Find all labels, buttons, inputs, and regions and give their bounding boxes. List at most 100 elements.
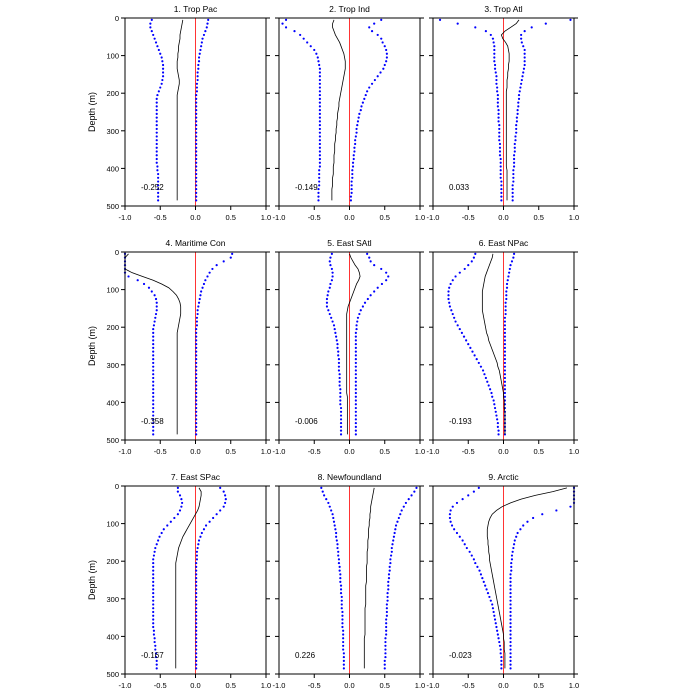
lower-bound-point <box>500 659 503 662</box>
upper-bound-point <box>358 312 361 316</box>
lower-bound-point <box>153 550 156 553</box>
upper-bound-point <box>513 150 516 153</box>
x-tick-label: 0.0 <box>344 213 354 222</box>
upper-bound-point <box>404 501 407 505</box>
lower-bound-point <box>309 45 312 48</box>
upper-bound-point <box>394 528 397 531</box>
x-tick-label: 0.0 <box>190 213 200 222</box>
upper-bound-point <box>195 135 198 138</box>
lower-bound-point <box>329 264 332 267</box>
lower-bound-point <box>455 501 459 505</box>
upper-bound-point <box>206 22 209 25</box>
lower-bound-point <box>500 655 503 659</box>
lower-bound-point <box>152 595 155 599</box>
upper-bound-point <box>503 335 507 338</box>
upper-bound-point <box>389 558 392 561</box>
upper-bound-point <box>541 513 544 516</box>
upper-bound-point <box>516 109 519 112</box>
upper-bound-point <box>195 354 198 357</box>
mean-profile-line <box>346 253 361 435</box>
lower-bound-point <box>341 622 344 625</box>
lower-bound-point <box>491 607 495 610</box>
lower-bound-point <box>498 135 501 138</box>
upper-bound-point <box>204 30 207 33</box>
lower-bound-point <box>152 565 155 568</box>
lower-bound-point <box>498 640 501 644</box>
upper-bound-point <box>195 165 198 168</box>
lower-bound-point <box>337 369 341 372</box>
lower-bound-point <box>488 595 491 599</box>
upper-bound-point <box>385 279 388 282</box>
lower-bound-point <box>156 93 159 97</box>
lower-bound-point <box>341 610 344 614</box>
x-tick-label: -1.0 <box>427 447 440 456</box>
upper-bound-point <box>196 78 199 82</box>
upper-bound-point <box>520 33 523 37</box>
lower-bound-point <box>339 433 343 436</box>
lower-bound-point <box>155 301 158 304</box>
upper-bound-point <box>354 384 357 387</box>
upper-bound-point <box>200 45 203 48</box>
lower-bound-point <box>152 346 155 349</box>
lower-bound-point <box>166 524 169 527</box>
upper-bound-point <box>373 22 376 25</box>
lower-bound-point <box>154 644 157 647</box>
lower-bound-point <box>495 414 498 417</box>
panel-title: 5. East SAtl <box>327 238 372 248</box>
lower-bound-point <box>474 561 477 565</box>
upper-bound-point <box>366 297 369 301</box>
lower-bound-point <box>342 629 345 632</box>
lower-bound-point <box>497 109 500 112</box>
lower-bound-point <box>318 116 321 119</box>
upper-bound-point <box>368 256 371 259</box>
lower-bound-point <box>336 346 339 349</box>
lower-bound-point <box>323 494 326 497</box>
lower-bound-point <box>318 105 321 108</box>
lower-bound-point <box>477 361 480 365</box>
x-tick-label: 0.0 <box>190 447 200 456</box>
upper-bound-point <box>222 490 225 493</box>
upper-bound-point <box>195 350 198 353</box>
upper-bound-point <box>516 531 519 535</box>
lower-bound-point <box>458 327 461 331</box>
lower-bound-point <box>152 610 155 614</box>
lower-bound-point <box>497 116 500 119</box>
lower-bound-point <box>318 75 321 78</box>
upper-bound-point <box>396 520 399 523</box>
upper-bound-point <box>351 169 354 172</box>
upper-bound-point <box>202 528 206 531</box>
x-tick-label: 0.5 <box>226 681 236 690</box>
lower-bound-point <box>496 418 499 421</box>
upper-bound-point <box>369 260 372 263</box>
lower-bound-point <box>127 275 130 278</box>
upper-bound-point <box>384 644 387 647</box>
lower-bound-point <box>448 286 451 289</box>
upper-bound-point <box>503 380 507 383</box>
upper-bound-point <box>532 516 535 520</box>
upper-bound-point <box>195 410 198 413</box>
lower-bound-point <box>152 421 155 425</box>
lower-bound-point <box>448 301 451 304</box>
lower-bound-point <box>342 644 345 647</box>
upper-bound-point <box>195 180 198 183</box>
upper-bound-point <box>512 172 515 176</box>
lower-bound-point <box>481 369 485 372</box>
lower-bound-point <box>458 271 461 274</box>
lower-bound-point <box>155 135 158 138</box>
lower-bound-point <box>152 603 155 606</box>
upper-bound-point <box>195 142 198 146</box>
upper-bound-point <box>224 494 227 497</box>
lower-bound-point <box>152 633 156 636</box>
lower-bound-point <box>318 131 321 134</box>
lower-bound-point <box>342 648 345 651</box>
lower-bound-point <box>335 335 338 338</box>
upper-bound-point <box>356 124 359 127</box>
upper-bound-point <box>195 320 199 323</box>
lower-bound-point <box>494 622 497 625</box>
upper-bound-point <box>359 309 362 312</box>
lower-bound-point <box>318 135 321 138</box>
lower-bound-point <box>493 56 496 59</box>
lower-bound-point <box>500 184 503 187</box>
upper-bound-point <box>384 637 387 640</box>
upper-bound-point <box>359 109 362 112</box>
